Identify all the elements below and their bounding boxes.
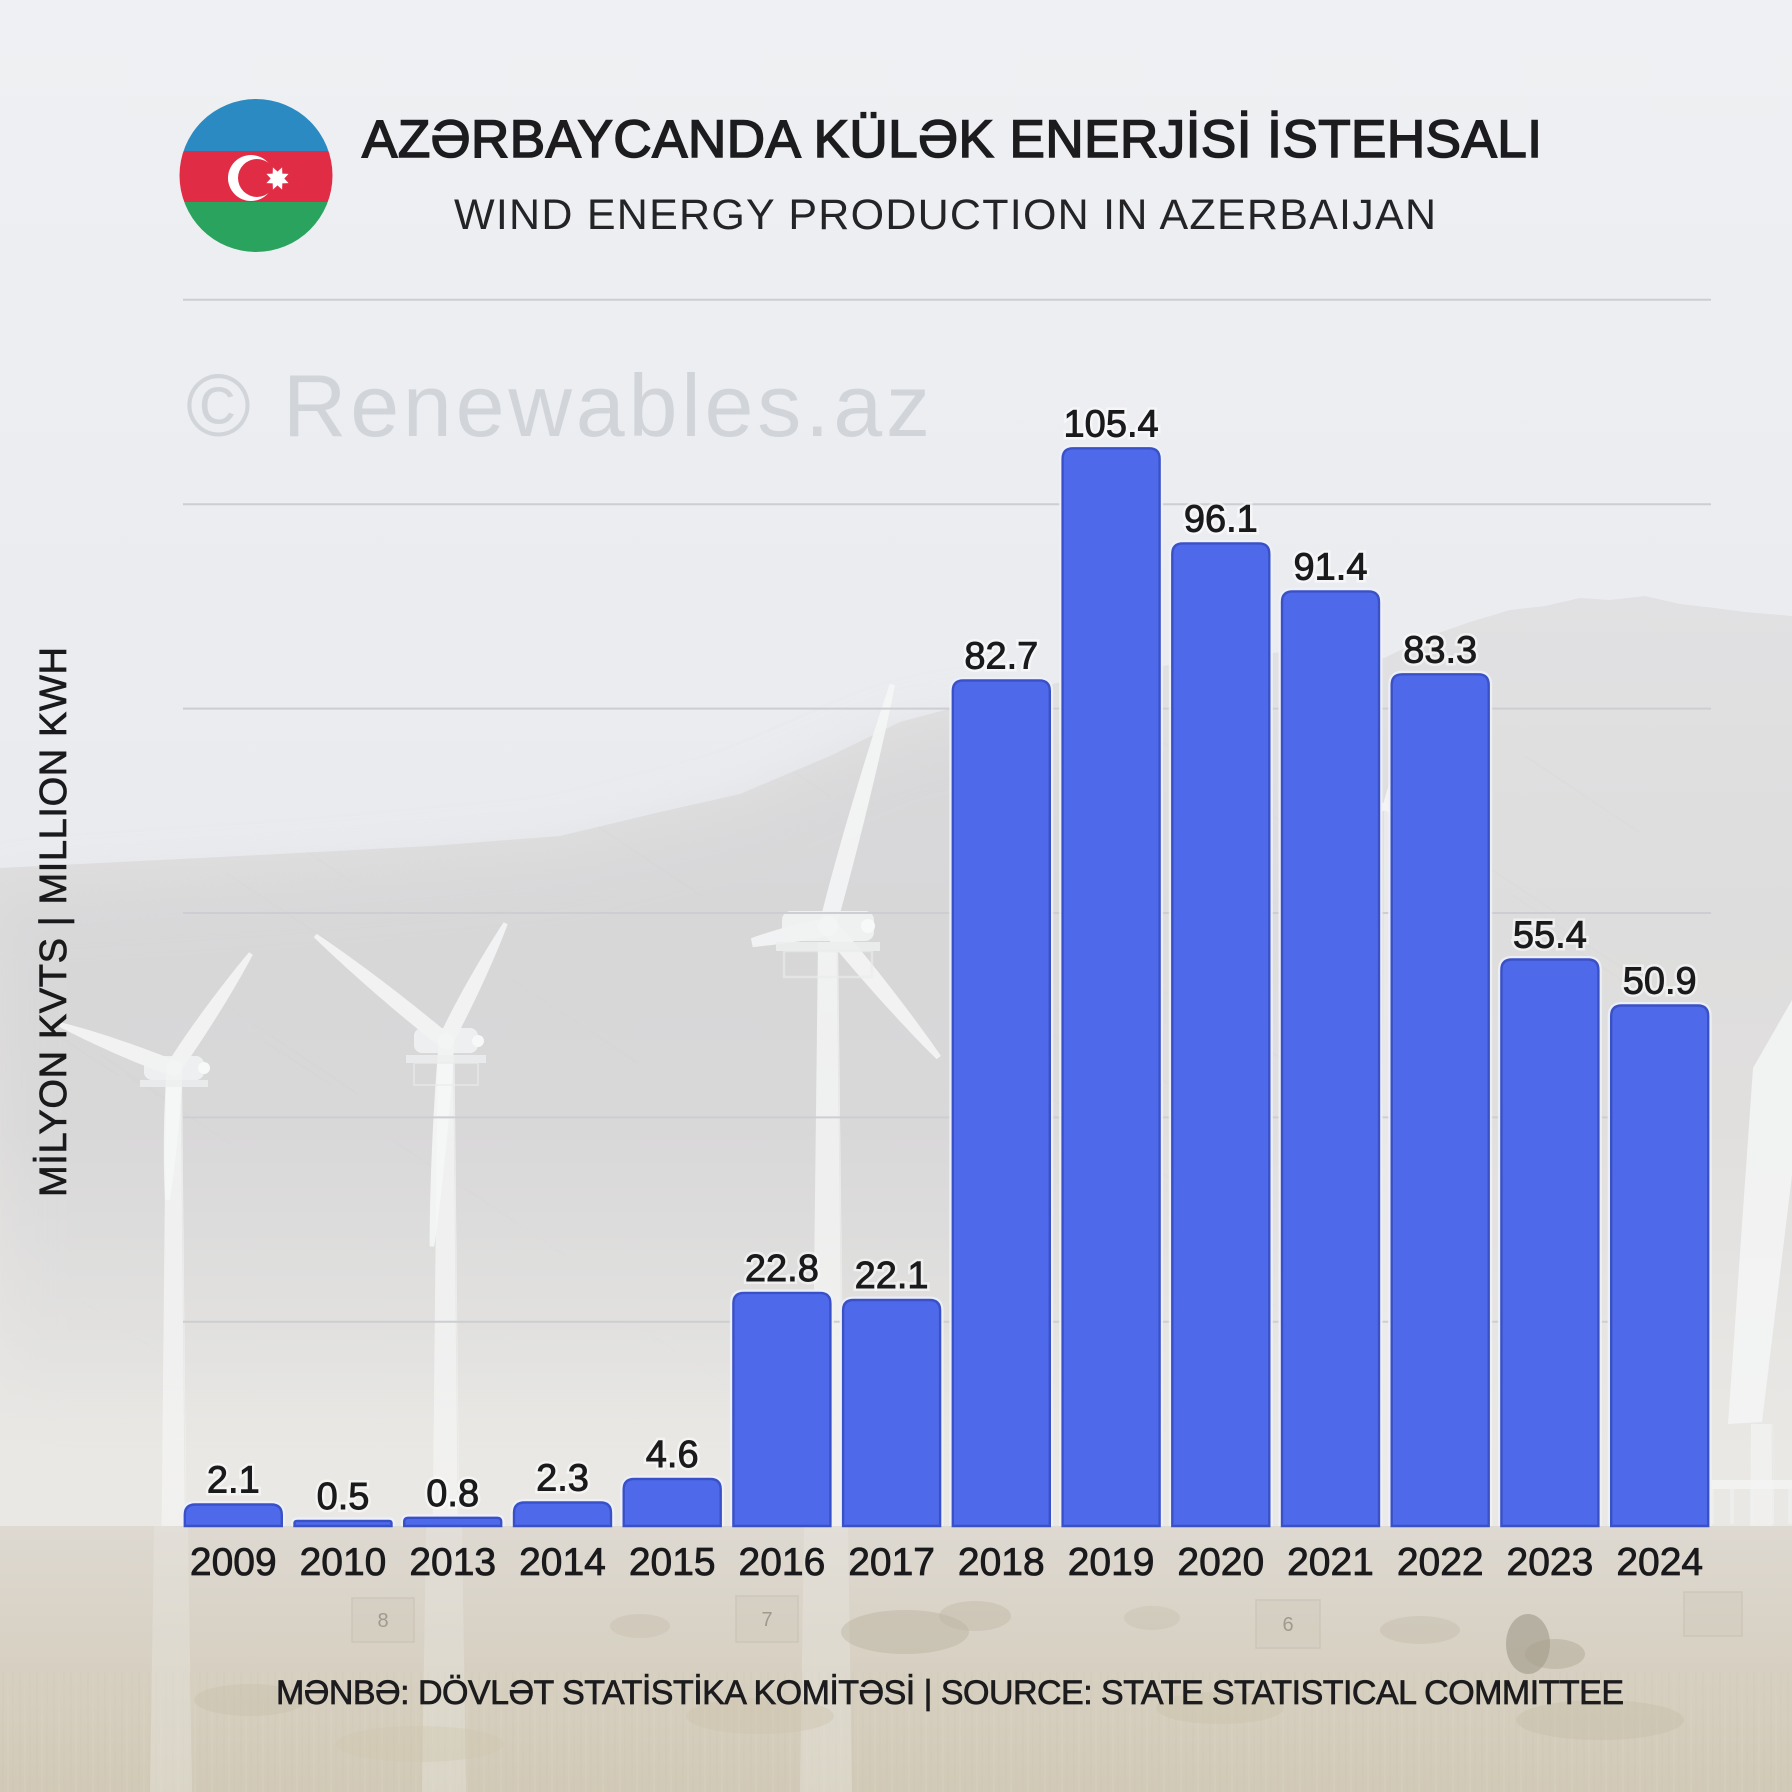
- svg-text:2022: 2022: [1397, 1541, 1484, 1584]
- svg-text:50.9: 50.9: [1623, 961, 1697, 1003]
- svg-text:82.7: 82.7: [964, 635, 1038, 677]
- svg-text:4.6: 4.6: [646, 1434, 699, 1476]
- svg-text:83.3: 83.3: [1403, 629, 1477, 671]
- svg-text:8: 8: [377, 1610, 388, 1632]
- svg-text:2.3: 2.3: [536, 1458, 589, 1500]
- svg-text:WIND ENERGY PRODUCTION IN AZER: WIND ENERGY PRODUCTION IN AZERBAIJAN: [454, 191, 1436, 239]
- svg-text:2023: 2023: [1507, 1541, 1594, 1584]
- svg-text:2016: 2016: [739, 1541, 826, 1584]
- svg-text:2.1: 2.1: [207, 1460, 260, 1502]
- svg-text:6: 6: [1282, 1614, 1293, 1636]
- svg-text:83.3: 83.3: [1403, 629, 1477, 671]
- svg-text:0.5: 0.5: [317, 1476, 370, 1518]
- svg-text:0.5: 0.5: [317, 1476, 370, 1518]
- svg-text:2009: 2009: [190, 1541, 277, 1584]
- svg-text:7: 7: [761, 1609, 772, 1631]
- svg-text:82.7: 82.7: [964, 635, 1038, 677]
- svg-text:© Renewables.az: © Renewables.az: [186, 356, 930, 455]
- svg-text:105.4: 105.4: [1064, 403, 1159, 445]
- svg-text:96.1: 96.1: [1184, 498, 1258, 540]
- svg-text:55.4: 55.4: [1513, 915, 1587, 957]
- svg-text:4.6: 4.6: [646, 1434, 699, 1476]
- svg-text:22.1: 22.1: [855, 1255, 929, 1297]
- svg-text:2014: 2014: [519, 1541, 606, 1584]
- svg-text:2.1: 2.1: [207, 1460, 260, 1502]
- svg-text:0.8: 0.8: [426, 1473, 479, 1515]
- svg-text:2013: 2013: [409, 1541, 496, 1584]
- svg-text:22.1: 22.1: [855, 1255, 929, 1297]
- svg-text:55.4: 55.4: [1513, 915, 1587, 957]
- svg-text:2017: 2017: [848, 1541, 935, 1584]
- svg-text:22.8: 22.8: [745, 1248, 819, 1290]
- svg-text:96.1: 96.1: [1184, 498, 1258, 540]
- svg-text:MİLYON KVTS | MILLION KWH: MİLYON KVTS | MILLION KWH: [32, 647, 75, 1197]
- svg-text:2024: 2024: [1616, 1541, 1703, 1584]
- svg-text:2019: 2019: [1068, 1541, 1155, 1584]
- svg-text:50.9: 50.9: [1623, 961, 1697, 1003]
- svg-text:MƏNBƏ: DÖVLƏT STATİSTİKA KOMİT: MƏNBƏ: DÖVLƏT STATİSTİKA KOMİTƏSİ | SOUR…: [276, 1674, 1624, 1712]
- svg-text:2015: 2015: [629, 1541, 716, 1584]
- svg-text:2.3: 2.3: [536, 1458, 589, 1500]
- svg-text:105.4: 105.4: [1064, 403, 1159, 445]
- svg-text:2021: 2021: [1287, 1541, 1374, 1584]
- svg-text:2018: 2018: [958, 1541, 1045, 1584]
- svg-text:22.8: 22.8: [745, 1248, 819, 1290]
- svg-text:0.8: 0.8: [426, 1473, 479, 1515]
- svg-text:91.4: 91.4: [1294, 546, 1368, 588]
- svg-text:2020: 2020: [1177, 1541, 1264, 1584]
- svg-text:2010: 2010: [300, 1541, 387, 1584]
- svg-text:91.4: 91.4: [1294, 546, 1368, 588]
- svg-text:AZƏRBAYCANDA KÜLƏK ENERJİSİ İS: AZƏRBAYCANDA KÜLƏK ENERJİSİ İSTEHSALI: [362, 110, 1542, 169]
